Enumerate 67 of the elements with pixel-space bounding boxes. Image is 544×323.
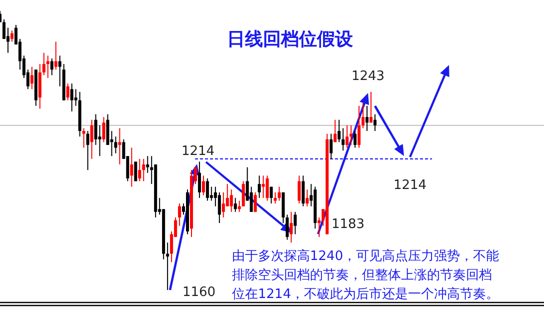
candlestick <box>166 242 170 290</box>
candlestick <box>178 203 182 226</box>
candlestick <box>74 88 78 106</box>
candlestick <box>54 41 58 70</box>
candlestick <box>306 189 309 207</box>
annotation: 1243 <box>351 69 385 84</box>
annotation: 由于多次探高1240，可见高点压力强势，不能排除空头回档的节奏，但整体上涨的节奏回档位在1214，不破此为后市还是一个冲高节奏。 <box>232 248 500 302</box>
candlestick <box>270 186 273 204</box>
candlestick <box>114 136 118 154</box>
candlestick <box>50 58 54 76</box>
candlestick <box>366 105 369 132</box>
candlestick <box>342 128 345 151</box>
annotation: 1214 <box>181 144 215 159</box>
candlestick <box>266 175 269 202</box>
candlestick <box>118 128 122 165</box>
candlestick <box>202 175 205 196</box>
candlestick <box>334 119 337 143</box>
candlestick <box>30 66 34 90</box>
candlestick <box>262 175 265 198</box>
candlestick <box>234 197 237 212</box>
candlestick <box>58 55 62 87</box>
candlestick <box>218 192 221 224</box>
candlestick <box>138 158 142 182</box>
candlestick <box>42 52 46 76</box>
candlestick <box>10 30 14 42</box>
candlestick <box>146 156 150 174</box>
candlestick <box>70 83 74 112</box>
candlestick <box>362 102 365 129</box>
candlestick <box>238 200 241 212</box>
candlestick <box>86 130 90 171</box>
candlestick <box>374 114 376 132</box>
candlestick <box>142 158 146 182</box>
candlestick <box>258 175 261 198</box>
candlestick <box>346 124 349 148</box>
annotation: 1160 <box>182 285 216 300</box>
candlestick <box>286 214 289 240</box>
candlestick <box>206 178 209 202</box>
candlestick <box>134 161 138 182</box>
candlestick <box>302 175 305 207</box>
candlestick <box>90 119 94 160</box>
candlestick <box>338 119 341 143</box>
candlestick <box>370 91 373 124</box>
candlestick <box>294 211 297 235</box>
candlestick <box>354 130 357 148</box>
candlestick <box>66 83 70 101</box>
candlestick <box>130 147 134 188</box>
candlestick <box>94 114 98 146</box>
candlestick <box>274 192 277 204</box>
candlestick <box>222 192 225 218</box>
candlestick <box>198 161 201 198</box>
candlestick <box>82 128 86 148</box>
candlestick <box>46 55 50 78</box>
text: 1214 <box>393 178 427 193</box>
candlestick <box>254 192 257 212</box>
annotation: 1183 <box>331 217 365 232</box>
candlestick <box>358 105 361 148</box>
candlestick <box>318 216 321 238</box>
candlestick <box>102 116 106 143</box>
candlestick <box>2 18 6 40</box>
text: 日线回档位假设 <box>227 29 354 50</box>
candlestick <box>290 211 293 244</box>
candlestick <box>350 124 353 146</box>
candlestick <box>330 133 333 160</box>
candlestick <box>242 180 245 207</box>
candlestick <box>230 189 233 212</box>
candlestick <box>278 186 281 202</box>
candlestick <box>298 175 301 204</box>
